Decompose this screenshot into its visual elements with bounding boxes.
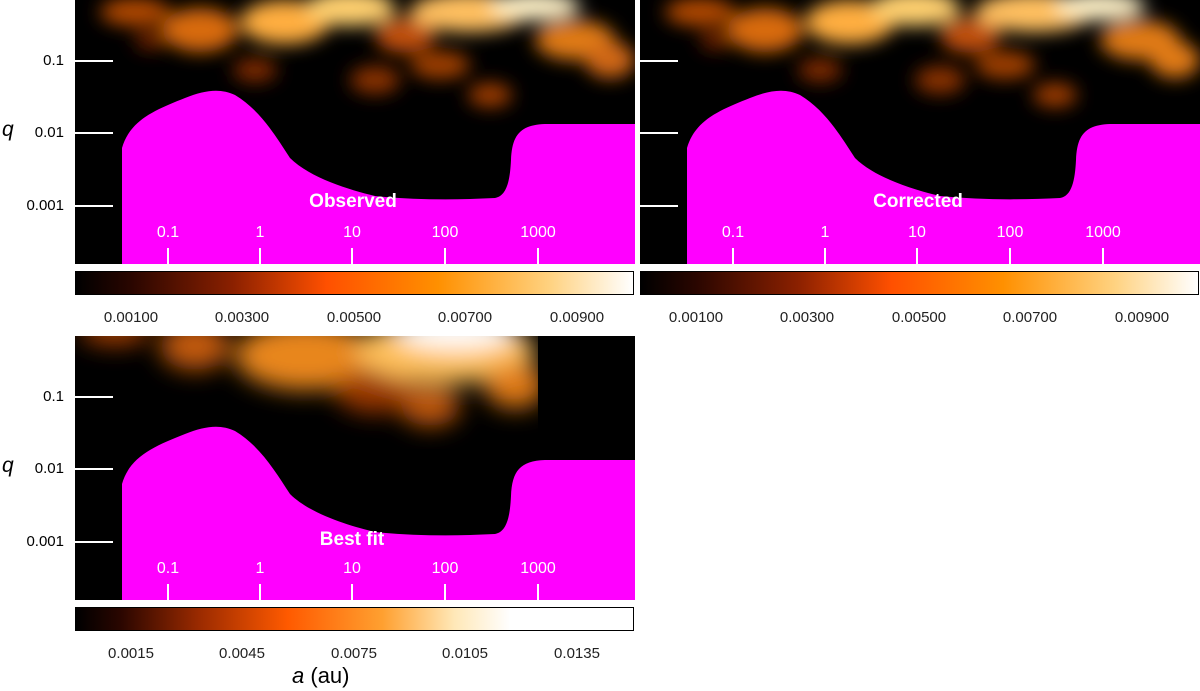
y-tick-label: 0.1 xyxy=(43,388,64,405)
density-blobs xyxy=(82,336,538,426)
x-axis-symbol: a xyxy=(292,663,305,688)
y-tick-label: 0.01 xyxy=(34,124,64,141)
x-tick-label: 1000 xyxy=(520,224,556,241)
colorbar-tick-label: 0.00100 xyxy=(103,309,159,326)
x-tick-label: 10 xyxy=(908,224,926,241)
colorbar-tick-label: 0.0135 xyxy=(554,645,600,662)
colorbar-tick-label: 0.00100 xyxy=(668,309,724,326)
colorbar-tick-label: 0.00700 xyxy=(1002,309,1058,326)
x-tick-label: 1 xyxy=(820,224,830,241)
colorbar-tick-label: 0.0015 xyxy=(108,645,154,662)
panel-title: Observed xyxy=(309,191,397,212)
x-tick-label: 100 xyxy=(431,560,459,577)
colorbar-tick-label: 0.00300 xyxy=(214,309,270,326)
colorbar-tick-label: 0.0105 xyxy=(442,645,488,662)
density-blobs xyxy=(100,0,635,107)
x-tick-label: 100 xyxy=(996,224,1024,241)
y-axis-label: q xyxy=(2,454,14,477)
x-tick-label: 10 xyxy=(343,560,361,577)
density-blobs xyxy=(665,0,1200,107)
masked-region xyxy=(122,426,635,600)
panel-title: Best fit xyxy=(319,529,385,550)
x-axis-label: a (au) xyxy=(292,663,350,689)
x-tick-marks xyxy=(167,248,539,264)
y-axis-label: q xyxy=(2,118,14,141)
heatmap-best-fit: Best fit 0.1 1 10 100 1000 xyxy=(75,336,635,600)
y-tick-marks xyxy=(75,60,113,207)
y-tick-label: 0.01 xyxy=(34,460,64,477)
colorbar-tick-label: 0.00700 xyxy=(437,309,493,326)
colorbar xyxy=(75,607,634,631)
colorbar-tick-label: 0.00900 xyxy=(1114,309,1170,326)
y-tick-label: 0.001 xyxy=(26,197,64,214)
colorbar-tick-label: 0.0045 xyxy=(219,645,265,662)
colorbar-tick-label: 0.0075 xyxy=(331,645,377,662)
masked-region xyxy=(687,90,1200,264)
colorbar-tick-label: 0.00300 xyxy=(779,309,835,326)
x-tick-label: 1 xyxy=(255,224,265,241)
y-tick-marks xyxy=(75,396,113,543)
x-tick-label: 100 xyxy=(431,224,459,241)
x-tick-label: 1000 xyxy=(1085,224,1121,241)
masked-region xyxy=(122,90,635,264)
x-tick-label: 0.1 xyxy=(156,560,180,577)
colorbar-tick-label: 0.00500 xyxy=(326,309,382,326)
heatmap-corrected: Corrected 0.1 1 10 100 1000 xyxy=(640,0,1200,264)
y-tick-marks xyxy=(640,60,678,207)
x-tick-label: 0.1 xyxy=(721,224,745,241)
x-tick-label: 10 xyxy=(343,224,361,241)
colorbar-tick-label: 0.00900 xyxy=(549,309,605,326)
heatmap-observed: Observed 0.1 1 10 100 1000 xyxy=(75,0,635,264)
x-tick-label: 1000 xyxy=(520,560,556,577)
x-tick-marks xyxy=(167,584,539,600)
x-tick-label: 0.1 xyxy=(156,224,180,241)
x-axis-units: (au) xyxy=(304,663,350,688)
x-tick-label: 1 xyxy=(255,560,265,577)
y-tick-label: 0.1 xyxy=(43,52,64,69)
colorbar xyxy=(75,271,634,295)
panel-title: Corrected xyxy=(873,191,963,212)
colorbar xyxy=(640,271,1199,295)
x-tick-marks xyxy=(732,248,1104,264)
y-tick-label: 0.001 xyxy=(26,533,64,550)
colorbar-tick-label: 0.00500 xyxy=(891,309,947,326)
